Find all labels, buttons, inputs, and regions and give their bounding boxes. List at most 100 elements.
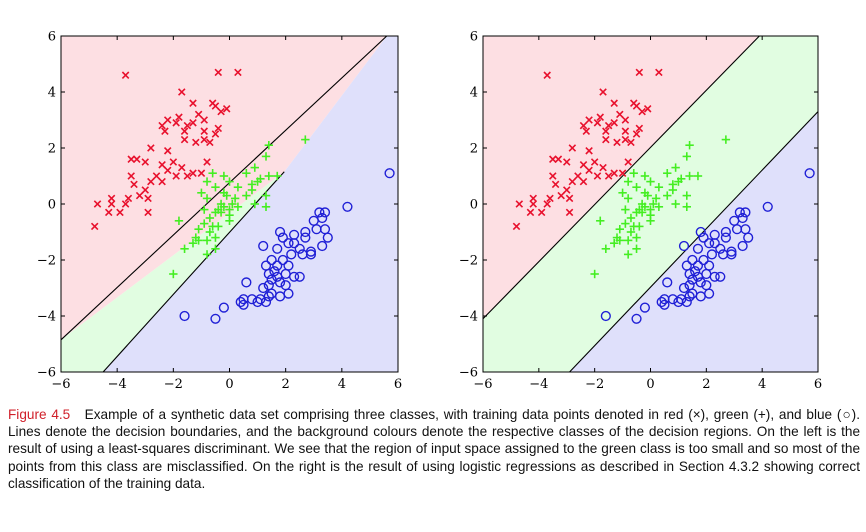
red-cross-point bbox=[655, 68, 663, 77]
green-plus-point bbox=[222, 191, 231, 200]
red-cross-point bbox=[618, 169, 627, 177]
green-plus-point bbox=[649, 199, 658, 209]
green-plus-point bbox=[208, 169, 217, 178]
x-tick-label: −6 bbox=[473, 377, 492, 392]
red-cross-point bbox=[602, 127, 610, 135]
red-cross-point bbox=[604, 121, 613, 130]
blue-circle-point bbox=[720, 226, 731, 238]
blue-circle-point bbox=[695, 226, 706, 238]
right-panel-logistic-regression: −6 −4 −2 0 2 4 6 −6 −4 −2 0 2 4 6 bbox=[459, 30, 822, 393]
green-plus-point bbox=[632, 233, 641, 242]
green-plus-point bbox=[682, 191, 691, 200]
red-cross-point bbox=[214, 124, 223, 133]
red-cross-point bbox=[610, 99, 618, 107]
red-cross-point bbox=[192, 138, 200, 147]
blue-circle-point bbox=[692, 271, 704, 282]
red-cross-point bbox=[161, 127, 169, 135]
red-cross-point bbox=[135, 191, 144, 200]
red-cross-point bbox=[632, 130, 641, 138]
blue-circle-point bbox=[656, 296, 667, 308]
green-plus-point bbox=[626, 213, 636, 223]
blue-circle-point bbox=[266, 254, 277, 266]
green-plus-point bbox=[668, 185, 678, 195]
red-cross-point bbox=[616, 110, 624, 119]
blue-circle-point bbox=[277, 232, 288, 243]
green-plus-point bbox=[654, 202, 664, 211]
red-cross-point bbox=[211, 130, 220, 138]
red-cross-point bbox=[214, 68, 223, 77]
red-cross-point bbox=[565, 194, 574, 203]
red-cross-point bbox=[638, 107, 646, 116]
green-plus-point bbox=[646, 177, 655, 186]
green-plus-point bbox=[663, 169, 672, 178]
y-tick-label: −4 bbox=[459, 310, 478, 325]
red-cross-point bbox=[200, 127, 208, 135]
green-plus-point bbox=[273, 171, 282, 181]
green-plus-point bbox=[197, 188, 206, 197]
x-tick-label: 6 bbox=[394, 377, 402, 392]
green-plus-point bbox=[228, 199, 237, 209]
y-tick-label: −2 bbox=[459, 254, 478, 269]
red-cross-point bbox=[610, 119, 618, 127]
red-cross-point bbox=[121, 71, 130, 79]
red-cross-point bbox=[529, 200, 538, 208]
y-tick-label: 4 bbox=[470, 86, 478, 101]
blue-circle-point bbox=[288, 271, 300, 282]
red-cross-point bbox=[189, 169, 197, 177]
green-plus-point bbox=[250, 163, 259, 172]
y-tick-label: 0 bbox=[48, 198, 56, 213]
x-tick-label: 4 bbox=[758, 377, 766, 392]
y-tick-label: 6 bbox=[470, 30, 478, 45]
red-cross-point bbox=[133, 155, 141, 163]
green-plus-point bbox=[623, 177, 633, 186]
green-plus-point bbox=[219, 202, 229, 211]
blue-circle-point bbox=[695, 291, 706, 302]
red-cross-point bbox=[130, 180, 138, 189]
green-plus-point bbox=[651, 194, 661, 203]
blue-circle-point bbox=[210, 313, 221, 324]
red-cross-point bbox=[234, 68, 242, 77]
blue-circle-point bbox=[692, 260, 704, 271]
green-plus-point bbox=[663, 191, 672, 200]
green-plus-point bbox=[242, 169, 251, 178]
red-cross-point bbox=[582, 127, 591, 135]
red-cross-point bbox=[602, 135, 610, 144]
green-plus-point bbox=[211, 183, 220, 192]
red-cross-point bbox=[90, 222, 99, 231]
green-plus-point bbox=[256, 174, 265, 183]
red-cross-point bbox=[144, 194, 152, 203]
green-plus-point bbox=[205, 213, 215, 223]
blue-circle-point bbox=[678, 240, 690, 252]
y-tick-label: 4 bbox=[48, 86, 56, 101]
green-plus-point bbox=[635, 222, 644, 231]
x-tick-label: −4 bbox=[529, 377, 548, 392]
red-cross-point bbox=[175, 113, 183, 121]
blue-circle-point bbox=[286, 249, 297, 260]
red-cross-point bbox=[599, 163, 607, 172]
red-cross-point bbox=[610, 169, 618, 177]
red-cross-point bbox=[107, 194, 116, 203]
green-plus-point bbox=[685, 141, 694, 150]
blue-circle-point bbox=[300, 226, 311, 238]
green-plus-point bbox=[261, 202, 271, 211]
y-tick-label: 2 bbox=[48, 142, 56, 157]
green-plus-point bbox=[618, 188, 627, 197]
green-plus-point bbox=[596, 216, 605, 225]
blue-circle-point bbox=[283, 238, 294, 249]
blue-circle-point bbox=[734, 207, 745, 218]
red-cross-point bbox=[621, 116, 630, 124]
blue-circle-point bbox=[726, 249, 737, 260]
data-points bbox=[90, 68, 395, 324]
green-plus-point bbox=[626, 227, 636, 237]
red-cross-point bbox=[526, 208, 535, 217]
caption-text: Example of a synthetic data set comprisi… bbox=[8, 407, 860, 491]
blue-circle-point bbox=[737, 240, 748, 252]
red-cross-point bbox=[172, 119, 180, 127]
green-plus-point bbox=[301, 135, 310, 144]
blue-circle-point bbox=[288, 238, 300, 249]
green-plus-point bbox=[646, 216, 655, 225]
red-cross-point bbox=[183, 172, 192, 180]
blue-circle-point bbox=[740, 207, 751, 218]
red-cross-point bbox=[629, 99, 638, 107]
red-cross-point bbox=[147, 177, 155, 186]
